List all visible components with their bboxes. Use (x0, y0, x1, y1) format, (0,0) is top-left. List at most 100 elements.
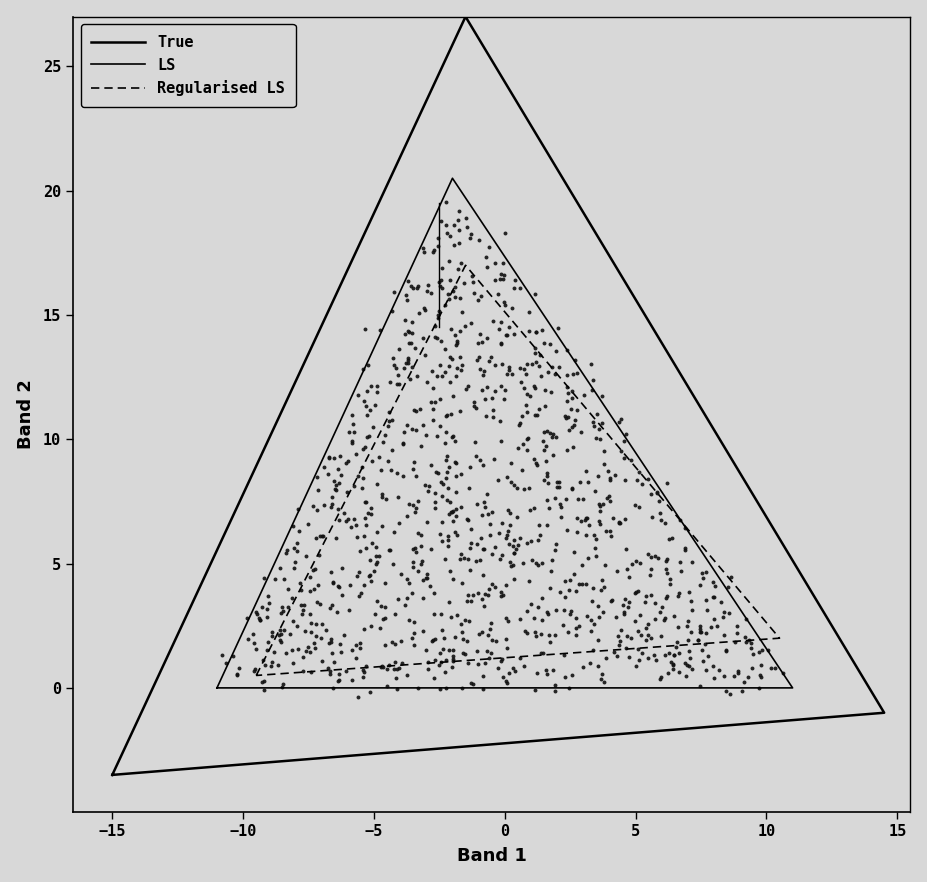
Point (446, 218, 461, 232)
Point (373, 621, 387, 635)
Point (409, 501, 424, 515)
Point (641, 617, 655, 631)
Point (548, 490, 563, 505)
Point (535, 323, 550, 337)
Point (364, 454, 379, 468)
Point (324, 635, 338, 649)
Point (476, 599, 491, 613)
Point (426, 671, 441, 685)
Point (560, 386, 575, 400)
Point (716, 609, 730, 624)
Point (502, 320, 517, 334)
Point (468, 448, 483, 462)
Point (443, 564, 458, 578)
Point (412, 305, 426, 319)
Point (431, 466, 446, 480)
Point (440, 481, 455, 495)
Point (410, 280, 425, 294)
Point (496, 669, 511, 684)
Point (399, 355, 413, 370)
Point (558, 589, 573, 603)
Point (321, 636, 336, 650)
Point (659, 562, 674, 576)
Point (419, 567, 434, 581)
Point (420, 284, 435, 298)
Point (307, 581, 322, 595)
Point (544, 430, 559, 444)
Point (541, 607, 556, 621)
Point (516, 482, 531, 496)
Point (442, 254, 457, 268)
Point (376, 611, 391, 625)
Point (273, 606, 288, 620)
Point (579, 609, 594, 623)
Point (559, 380, 574, 394)
Point (493, 267, 508, 281)
Point (361, 505, 375, 519)
Point (424, 633, 438, 647)
Point (460, 220, 475, 234)
Point (617, 592, 632, 606)
Point (374, 599, 388, 613)
Point (752, 646, 767, 660)
Point (492, 414, 507, 428)
X-axis label: Band 1: Band 1 (457, 848, 527, 865)
Point (695, 654, 710, 669)
Point (432, 658, 447, 672)
Point (388, 671, 403, 685)
Point (609, 564, 624, 578)
Point (602, 489, 616, 503)
Point (678, 521, 692, 535)
Point (438, 365, 452, 379)
Point (349, 530, 364, 544)
Point (473, 327, 488, 341)
Point (362, 403, 377, 417)
Point (486, 410, 501, 424)
Point (599, 524, 614, 538)
Point (461, 552, 476, 566)
Point (450, 528, 464, 542)
Point (418, 478, 433, 492)
Point (728, 635, 743, 649)
Point (593, 583, 608, 597)
Point (497, 298, 512, 312)
Point (455, 681, 470, 695)
Point (533, 348, 548, 363)
Point (535, 613, 550, 627)
Point (458, 382, 473, 396)
Point (576, 492, 590, 506)
Point (330, 462, 345, 476)
Point (408, 340, 423, 355)
Point (481, 354, 496, 368)
Point (556, 647, 571, 662)
Point (280, 543, 295, 557)
Point (359, 541, 374, 555)
Point (665, 531, 679, 545)
Point (552, 360, 566, 374)
Point (529, 458, 544, 472)
Point (575, 558, 590, 572)
Point (451, 262, 465, 276)
Point (440, 407, 455, 422)
Point (363, 573, 378, 587)
Point (311, 548, 326, 562)
Point (400, 509, 414, 523)
Point (589, 430, 603, 445)
Point (400, 591, 414, 605)
Point (552, 475, 566, 490)
Point (629, 473, 644, 487)
Point (310, 470, 324, 484)
Point (375, 519, 389, 533)
Point (722, 687, 737, 701)
Point (540, 518, 554, 532)
Point (294, 597, 309, 611)
Point (481, 581, 496, 595)
Point (400, 668, 414, 682)
Point (296, 649, 311, 663)
Point (527, 346, 542, 360)
Point (435, 260, 450, 274)
Point (425, 413, 440, 427)
Point (360, 407, 375, 422)
Point (405, 315, 420, 329)
Point (390, 490, 405, 504)
